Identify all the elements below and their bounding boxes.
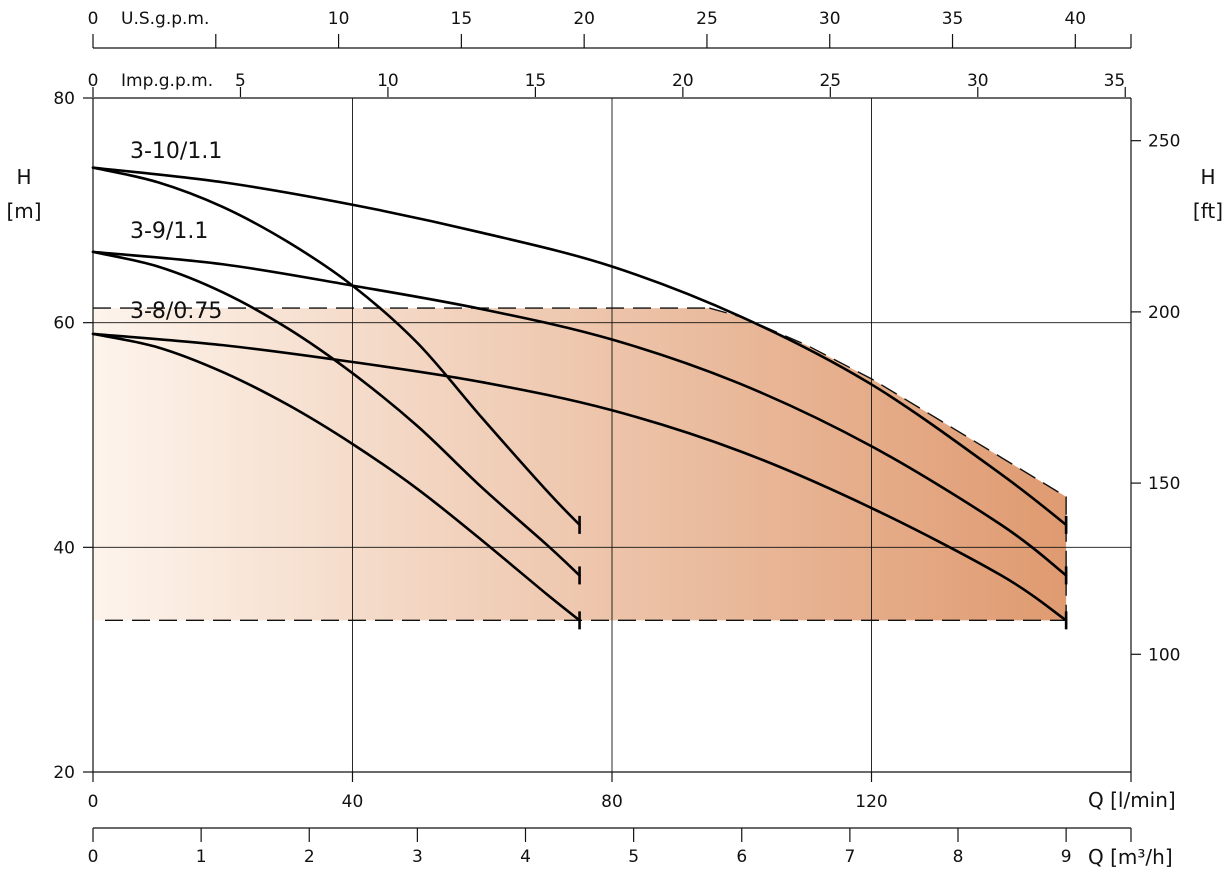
pump-curve-6 — [91, 332, 581, 622]
x-axis-unit-lmin: Q [l/min] — [1088, 788, 1176, 812]
x-tick-label: 40 — [342, 792, 364, 812]
y-right-axis-unit: [ft] — [1193, 199, 1223, 223]
y-axis-unit: [m] — [6, 199, 41, 223]
x-axis-unit-m3h: Q [m³/h] — [1088, 845, 1173, 869]
operating-range-fill — [93, 308, 1067, 621]
pump-curves — [91, 166, 1068, 630]
usgpm-tick-label: 30 — [819, 9, 841, 29]
x-m3h-tick-label: 5 — [628, 847, 639, 867]
series-label: 3-9/1.1 — [130, 219, 208, 244]
impgpm-tick-label: 25 — [819, 71, 841, 91]
usgpm-tick-label: 35 — [942, 9, 964, 29]
usgpm-tick-label: 0 — [88, 9, 99, 29]
pump-curve-2 — [91, 250, 1068, 577]
y-right-tick-label: 150 — [1148, 474, 1180, 494]
operating-range-area — [93, 307, 1067, 622]
y-tick-label: 60 — [53, 314, 75, 334]
x-m3h-tick-label: 9 — [1061, 847, 1072, 867]
axes — [83, 34, 1141, 842]
range-boundary-dashed-line — [709, 307, 1067, 621]
impgpm-tick-label: 20 — [672, 71, 694, 91]
series-label: 3-10/1.1 — [130, 139, 222, 164]
pump-curve-3 — [91, 332, 1068, 622]
pump-curve-1 — [91, 166, 1068, 527]
y-tick-label: 40 — [53, 538, 75, 558]
y-right-axis-title: H — [1200, 165, 1215, 189]
x-m3h-tick-label: 4 — [520, 847, 531, 867]
y-tick-label: 20 — [53, 763, 75, 783]
y-tick-label: 80 — [53, 89, 75, 109]
usgpm-tick-label: 10 — [328, 9, 350, 29]
y-axis-title: H — [16, 165, 31, 189]
impgpm-tick-label: 15 — [525, 71, 547, 91]
x-m3h-tick-label: 8 — [953, 847, 964, 867]
y-right-tick-label: 200 — [1148, 303, 1180, 323]
y-right-tick-label: 100 — [1148, 645, 1180, 665]
impgpm-tick-label: 30 — [967, 71, 989, 91]
x-tick-label: 0 — [88, 792, 99, 812]
pump-curve-5 — [91, 250, 581, 577]
usgpm-tick-label: 25 — [696, 9, 718, 29]
usgpm-tick-label: 15 — [451, 9, 473, 29]
top-axis-unit-usgpm: U.S.g.p.m. — [121, 9, 209, 29]
impgpm-tick-label: 35 — [1104, 71, 1126, 91]
series-label: 3-8/0.75 — [130, 299, 222, 324]
impgpm-tick-label: 10 — [377, 71, 399, 91]
impgpm-tick-label: 0 — [88, 71, 99, 91]
top-axis-unit-impgpm: Imp.g.p.m. — [121, 71, 213, 91]
chart-labels: H [m] H [ft] Q [l/min] Q [m³/h] U.S.g.p.… — [6, 9, 1223, 869]
x-m3h-tick-label: 3 — [412, 847, 423, 867]
usgpm-tick-label: 20 — [573, 9, 595, 29]
x-m3h-tick-label: 6 — [736, 847, 747, 867]
usgpm-tick-label: 40 — [1064, 9, 1086, 29]
impgpm-tick-label: 5 — [235, 71, 246, 91]
y-right-tick-label: 250 — [1148, 132, 1180, 152]
x-m3h-tick-label: 2 — [304, 847, 315, 867]
x-m3h-tick-label: 1 — [196, 847, 207, 867]
pump-curve-4 — [91, 166, 581, 527]
grid — [93, 98, 1131, 772]
x-m3h-tick-label: 7 — [844, 847, 855, 867]
x-tick-label: 80 — [601, 792, 623, 812]
x-tick-label: 120 — [855, 792, 887, 812]
x-m3h-tick-label: 0 — [88, 847, 99, 867]
